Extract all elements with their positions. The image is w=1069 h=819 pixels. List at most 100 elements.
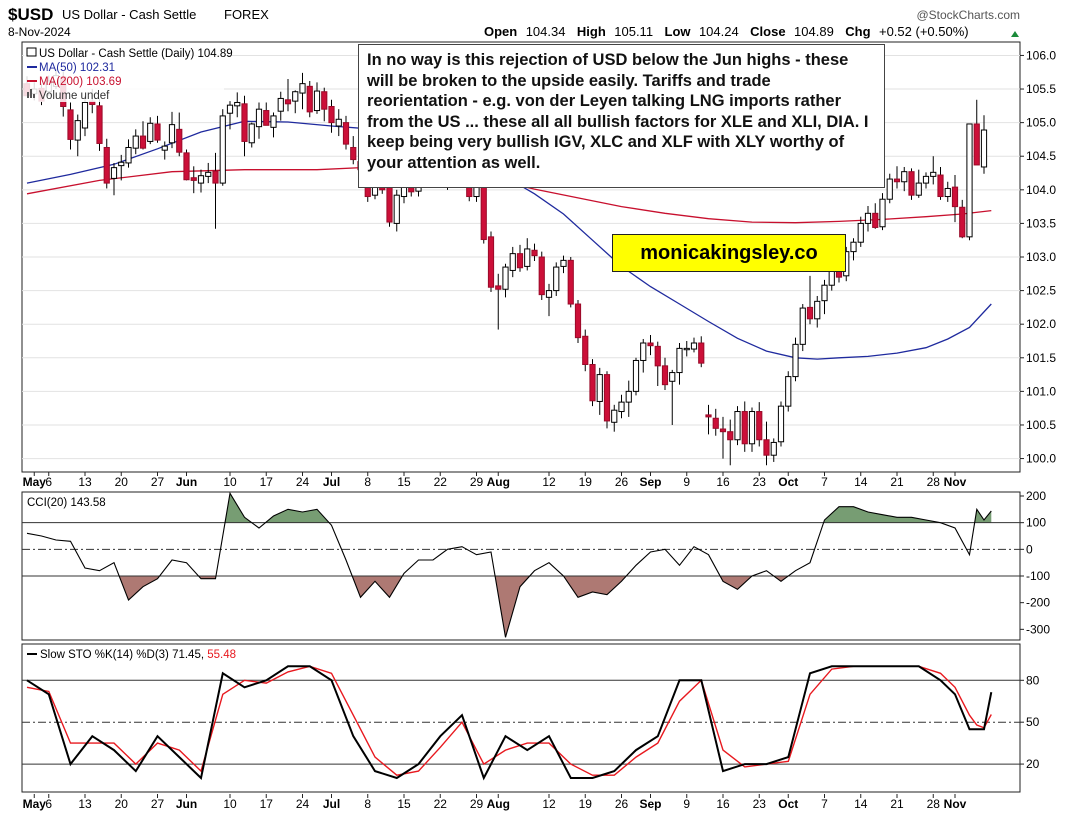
symbol-label: $USD (8, 5, 53, 24)
candle (197, 169, 205, 193)
x-axis-label: 15 (397, 797, 411, 811)
candle (328, 99, 335, 133)
candle (756, 402, 763, 447)
candle (190, 166, 197, 194)
candle (980, 115, 988, 174)
candle (147, 117, 154, 145)
candle-body-up (524, 248, 531, 267)
candle-body-down (959, 206, 966, 238)
candle-body-up (850, 241, 857, 253)
candle-body-up (110, 167, 118, 179)
candle (618, 394, 625, 419)
candle (313, 82, 321, 114)
x-axis-label: 26 (615, 797, 629, 811)
candle-body-up (611, 409, 618, 423)
candle (103, 138, 110, 189)
candle (67, 102, 74, 150)
cci-tick-label: 100 (1026, 516, 1046, 530)
candle (785, 371, 792, 412)
sto-title: Slow STO %K(14) %D(3) 71.45, 55.48 (40, 649, 236, 661)
price-tick-label: 100.5 (1026, 418, 1056, 432)
sto-legend-background (24, 646, 374, 661)
candle-body-down (712, 417, 719, 429)
candle (676, 343, 683, 385)
price-tick-label: 106.0 (1026, 48, 1056, 62)
x-axis-label: 21 (890, 475, 904, 489)
candle-body-down (647, 342, 654, 347)
candle-body-up (821, 284, 828, 302)
candle (589, 359, 596, 407)
x-axis-label: Jul (323, 797, 340, 811)
candle-body-up (248, 123, 255, 144)
cci-tick-label: -200 (1026, 596, 1050, 610)
price-tick-label: 102.0 (1026, 317, 1056, 331)
candle-body-up (792, 343, 799, 378)
candle-body-up (734, 411, 741, 441)
candle-body-down (741, 411, 748, 445)
candle (625, 380, 632, 417)
candle (582, 329, 589, 372)
sto-tick-label: 20 (1026, 757, 1040, 771)
candle (183, 149, 190, 181)
cci-tick-label: -100 (1026, 569, 1050, 583)
candle (973, 99, 980, 166)
price-tick-label: 104.0 (1026, 183, 1056, 197)
candle (531, 243, 538, 262)
candle-body-down (183, 152, 190, 181)
candle-body-down (574, 303, 582, 339)
x-axis-label: 7 (821, 475, 828, 489)
candle-body-up (168, 124, 176, 144)
close-value: 104.89 (794, 24, 834, 39)
candle (74, 114, 81, 157)
candle-body-up (125, 146, 132, 164)
candle-body-up (799, 307, 806, 345)
candle (516, 244, 524, 272)
candle (748, 407, 756, 452)
x-axis-label: Oct (778, 797, 798, 811)
candle-body-down (951, 186, 959, 208)
candle-body-down (908, 171, 915, 196)
candle-body-down (386, 183, 393, 223)
x-axis-label: 12 (542, 475, 556, 489)
candle-body-down (516, 253, 524, 269)
x-axis-label: 28 (927, 797, 941, 811)
sto-panel-frame (21, 643, 1021, 793)
candle (661, 357, 669, 391)
candle (915, 169, 922, 198)
candle-body-up (270, 115, 277, 128)
candle-body-down (719, 428, 727, 433)
x-axis-label: 8 (364, 797, 371, 811)
chg-value: +0.52 (+0.50%) (879, 24, 969, 39)
candle (292, 90, 299, 114)
candle-body-up (226, 104, 234, 114)
high-label: High (577, 24, 606, 39)
x-axis-label: 13 (78, 475, 92, 489)
x-axis-label: 10 (223, 797, 237, 811)
cci-tick-label: -300 (1026, 622, 1050, 636)
candle-body-up (640, 342, 647, 361)
cci-tick-label: 0 (1026, 542, 1033, 556)
cci-oversold-fill (27, 576, 992, 638)
x-axis-label: 7 (821, 797, 828, 811)
x-axis-label: Jun (176, 475, 197, 489)
candle-body-up (553, 266, 560, 292)
x-axis-label: 17 (260, 797, 274, 811)
candle (879, 193, 886, 231)
candle (632, 357, 640, 396)
candle (922, 172, 930, 189)
candle-body-up (886, 178, 893, 200)
candle-body-up (560, 259, 567, 267)
candle (219, 109, 226, 186)
price-tick-label: 102.5 (1026, 284, 1056, 298)
candle (299, 72, 306, 110)
x-axis-label: 29 (470, 797, 484, 811)
candle (799, 304, 806, 352)
candle (647, 334, 654, 356)
x-axis-label: Jul (323, 475, 340, 489)
candle-body-down (328, 106, 335, 124)
legend-ma200: MA(200) 103.69 (39, 76, 121, 88)
candle-body-up (777, 405, 785, 443)
candle (944, 181, 951, 202)
candle-body-down (893, 178, 901, 183)
candle (96, 98, 103, 151)
